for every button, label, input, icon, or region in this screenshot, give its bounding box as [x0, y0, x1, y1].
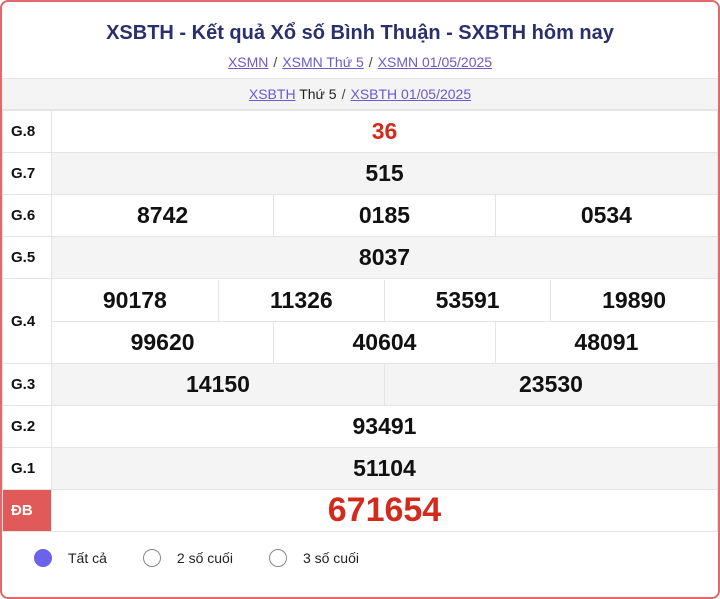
prize-label: G.2	[2, 405, 52, 448]
prize-label: G.7	[2, 152, 52, 195]
row-db: ĐB 671654	[2, 489, 718, 532]
special-prize-value: 671654	[51, 489, 718, 532]
row-g5: G.5 8037	[2, 236, 718, 279]
prize-value: 19890	[550, 279, 717, 321]
prize-value: 40604	[273, 321, 496, 363]
breadcrumb: XSMN / XSMN Thứ 5/XSMN 01/05/2025	[2, 54, 718, 78]
row-g7: G.7 515	[2, 152, 718, 195]
prize-value: 515	[51, 152, 718, 195]
radio-empty-icon[interactable]	[268, 549, 287, 567]
page-title: XSBTH - Kết quả Xổ số Bình Thuận - SXBTH…	[106, 22, 614, 44]
prize-label: G.4	[2, 278, 52, 364]
prize-label: G.1	[2, 447, 52, 490]
prize-value: 48091	[494, 321, 717, 363]
radio-last-3[interactable]: 3 số cuối	[268, 549, 359, 567]
prize-value: 23530	[384, 364, 717, 405]
prize-value: 36	[51, 110, 718, 153]
prize-value: 8742	[136, 202, 189, 228]
radio-label: 3 số cuối	[302, 550, 359, 566]
row-g8: G.8 36	[2, 110, 718, 153]
prize-value: 51104	[51, 447, 718, 490]
prize-value: 11326	[217, 279, 385, 321]
prize-value: 14150	[186, 371, 250, 397]
separator: /	[273, 54, 278, 70]
prize-value: 90178	[102, 286, 167, 313]
radio-label: 2 số cuối	[176, 550, 233, 566]
prize-label: G.8	[2, 110, 52, 153]
row-g2: G.2 93491	[2, 405, 718, 448]
prize-value: 8037	[51, 236, 718, 279]
sub-breadcrumb: XSBTH Thứ 5/XSBTH 01/05/2025	[2, 78, 718, 110]
prize-value: 53591	[383, 279, 551, 321]
prize-value: 99620	[130, 328, 195, 355]
prize-label: G.3	[2, 363, 52, 406]
results-table: G.8 36 G.7 515 G.6 8742 0185 0534 G.5 8037 G.…	[2, 110, 718, 532]
radio-all[interactable]: Tất cả	[34, 549, 107, 567]
row-g3: G.3 14150 23530	[2, 363, 718, 406]
prize-label: G.5	[2, 236, 52, 279]
digit-filter: Tất cả 2 số cuối 3 số cuối	[2, 532, 718, 584]
radio-empty-icon[interactable]	[142, 549, 161, 567]
radio-selected-icon[interactable]	[34, 549, 52, 567]
row-g6: G.6 8742 0185 0534	[2, 194, 718, 237]
prize-value: 93491	[51, 405, 718, 448]
breadcrumb-xsmn-date[interactable]: XSMN 01/05/2025	[377, 54, 493, 70]
link-xsbth[interactable]: XSBTH	[248, 86, 296, 102]
link-xsbth-date[interactable]: XSBTH 01/05/2025	[350, 86, 472, 102]
prize-value: 0534	[494, 195, 717, 236]
prize-label: ĐB	[2, 489, 52, 532]
separator: /	[341, 86, 346, 102]
breadcrumb-xsmn-thu5[interactable]: XSMN Thứ 5	[282, 54, 364, 70]
prize-label: G.6	[2, 194, 52, 237]
radio-last-2[interactable]: 2 số cuối	[142, 549, 233, 567]
radio-label: Tất cả	[68, 550, 107, 566]
separator: /	[368, 54, 373, 70]
row-g1: G.1 51104	[2, 447, 718, 490]
row-g4: G.4 90178 11326 53591 19890 99620 40604 48091	[2, 278, 718, 364]
prize-value: 0185	[273, 195, 496, 236]
breadcrumb-xsmn[interactable]: XSMN	[227, 54, 269, 70]
weekday-text: Thứ 5	[299, 86, 337, 102]
